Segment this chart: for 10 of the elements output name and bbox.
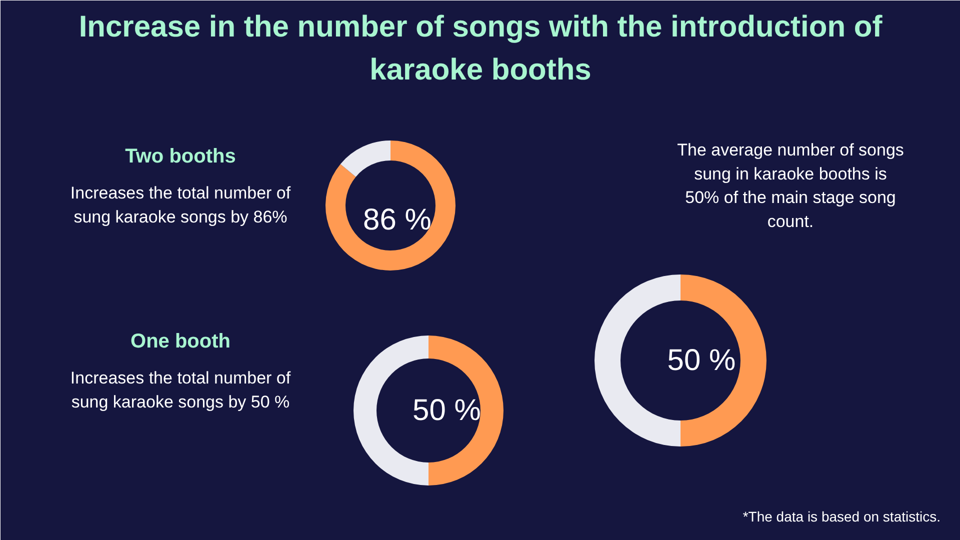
data-label: 50 % bbox=[412, 394, 481, 427]
data-label: 50 % bbox=[667, 344, 736, 377]
text: *The data is based on statistics. bbox=[742, 508, 941, 524]
chart-title: Two booths bbox=[125, 146, 236, 168]
text: The average number of songs sung in karaoke booths is 50% of the main stage song count. bbox=[677, 140, 904, 231]
text: Increase in the number of songs with the introduction of karaoke booths bbox=[78, 10, 884, 86]
text: One booth bbox=[130, 330, 230, 352]
data-label: 86 % bbox=[363, 203, 432, 236]
text: Increases the total number of sung karaoke songs by 50 % bbox=[70, 368, 291, 412]
text: Increases the total number of sung karaoke songs by 86% bbox=[70, 184, 291, 226]
